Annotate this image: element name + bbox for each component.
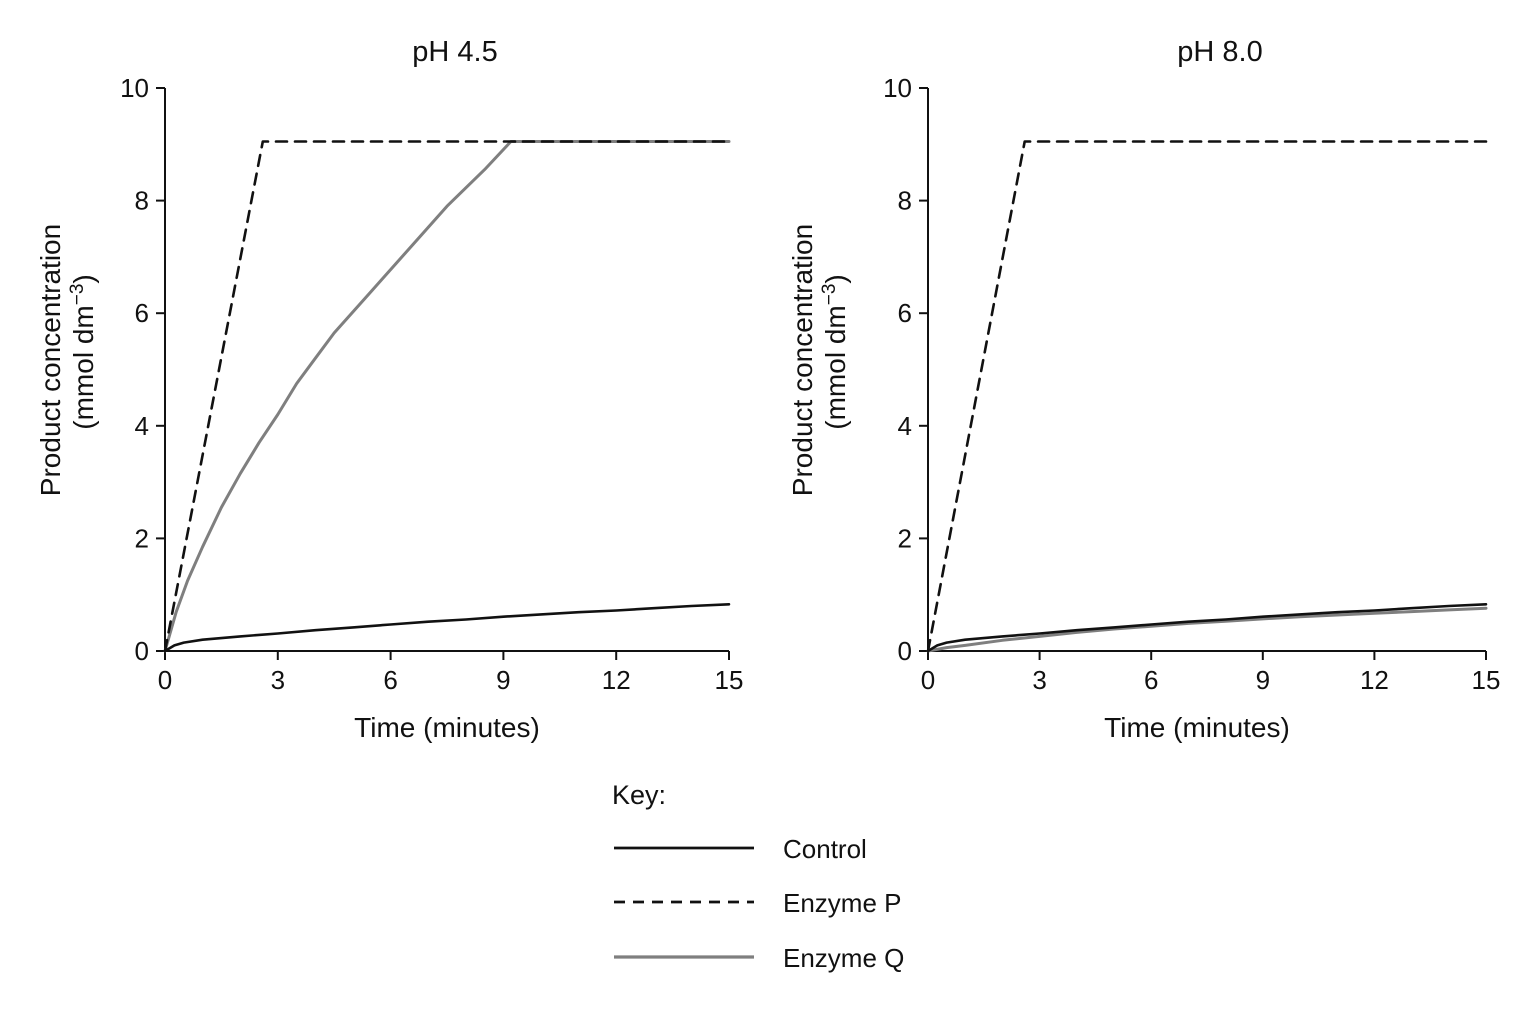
y-tick-label: 4	[898, 411, 912, 441]
series-line-control	[163, 603, 731, 653]
y-tick-label: 6	[135, 298, 149, 328]
axes: 0 2 4 6 8 10 0 3 6 9 12 15	[883, 73, 1500, 695]
series-group	[163, 140, 731, 653]
y-axis-label-line2: (mmol dm−3)	[819, 274, 851, 429]
x-tick-label: 12	[1360, 665, 1389, 695]
series-line-enzyme-q	[926, 606, 1488, 653]
y-tick-label: 0	[898, 636, 912, 666]
x-axis-label: Time (minutes)	[354, 712, 540, 743]
x-tick-label: 3	[271, 665, 285, 695]
y-axis-label-line2: (mmol dm−3)	[67, 274, 99, 429]
legend-label-enzyme-p: Enzyme P	[783, 888, 902, 918]
series-line-enzyme-p	[926, 140, 1488, 653]
y-axis-label-line1: Product concentration	[35, 224, 66, 496]
y-tick-label: 10	[120, 73, 149, 103]
axes: 0 2 4 6 8 10 0 3 6 9 12 15	[120, 73, 743, 695]
y-axis-label-line1: Product concentration	[787, 224, 818, 496]
y-tick-label: 2	[898, 523, 912, 553]
y-tick-label: 6	[898, 298, 912, 328]
legend-label-enzyme-q: Enzyme Q	[783, 943, 904, 973]
chart-panel-ph-4-5: pH 4.5 Product concentration (mmol dm−3)…	[35, 36, 743, 743]
series-line-enzyme-q	[163, 140, 731, 653]
chart-panel-ph-8-0: pH 8.0 Product concentration (mmol dm−3)…	[787, 36, 1500, 743]
x-tick-label: 9	[1256, 665, 1270, 695]
x-tick-label: 15	[715, 665, 744, 695]
x-tick-label: 6	[383, 665, 397, 695]
x-tick-label: 0	[158, 665, 172, 695]
legend-label-control: Control	[783, 834, 867, 864]
x-tick-label: 15	[1472, 665, 1501, 695]
series-group	[926, 140, 1488, 653]
x-tick-label: 9	[496, 665, 510, 695]
series-line-enzyme-p	[163, 140, 731, 653]
y-tick-label: 8	[135, 186, 149, 216]
x-axis-label: Time (minutes)	[1104, 712, 1290, 743]
series-line-control	[926, 603, 1488, 653]
x-tick-label: 0	[921, 665, 935, 695]
legend: Key: Control Enzyme P Enzyme Q	[612, 780, 904, 973]
y-tick-label: 4	[135, 411, 149, 441]
chart-title: pH 4.5	[412, 36, 497, 68]
y-tick-label: 0	[135, 636, 149, 666]
chart-title: pH 8.0	[1177, 36, 1262, 68]
y-tick-label: 2	[135, 523, 149, 553]
y-tick-label: 8	[898, 186, 912, 216]
x-tick-label: 6	[1144, 665, 1158, 695]
x-tick-label: 12	[602, 665, 631, 695]
y-tick-label: 10	[883, 73, 912, 103]
legend-item-enzyme-q: Enzyme Q	[614, 943, 904, 973]
x-tick-label: 3	[1032, 665, 1046, 695]
legend-heading: Key:	[612, 780, 666, 810]
legend-item-control: Control	[614, 834, 867, 864]
legend-item-enzyme-p: Enzyme P	[614, 888, 902, 918]
